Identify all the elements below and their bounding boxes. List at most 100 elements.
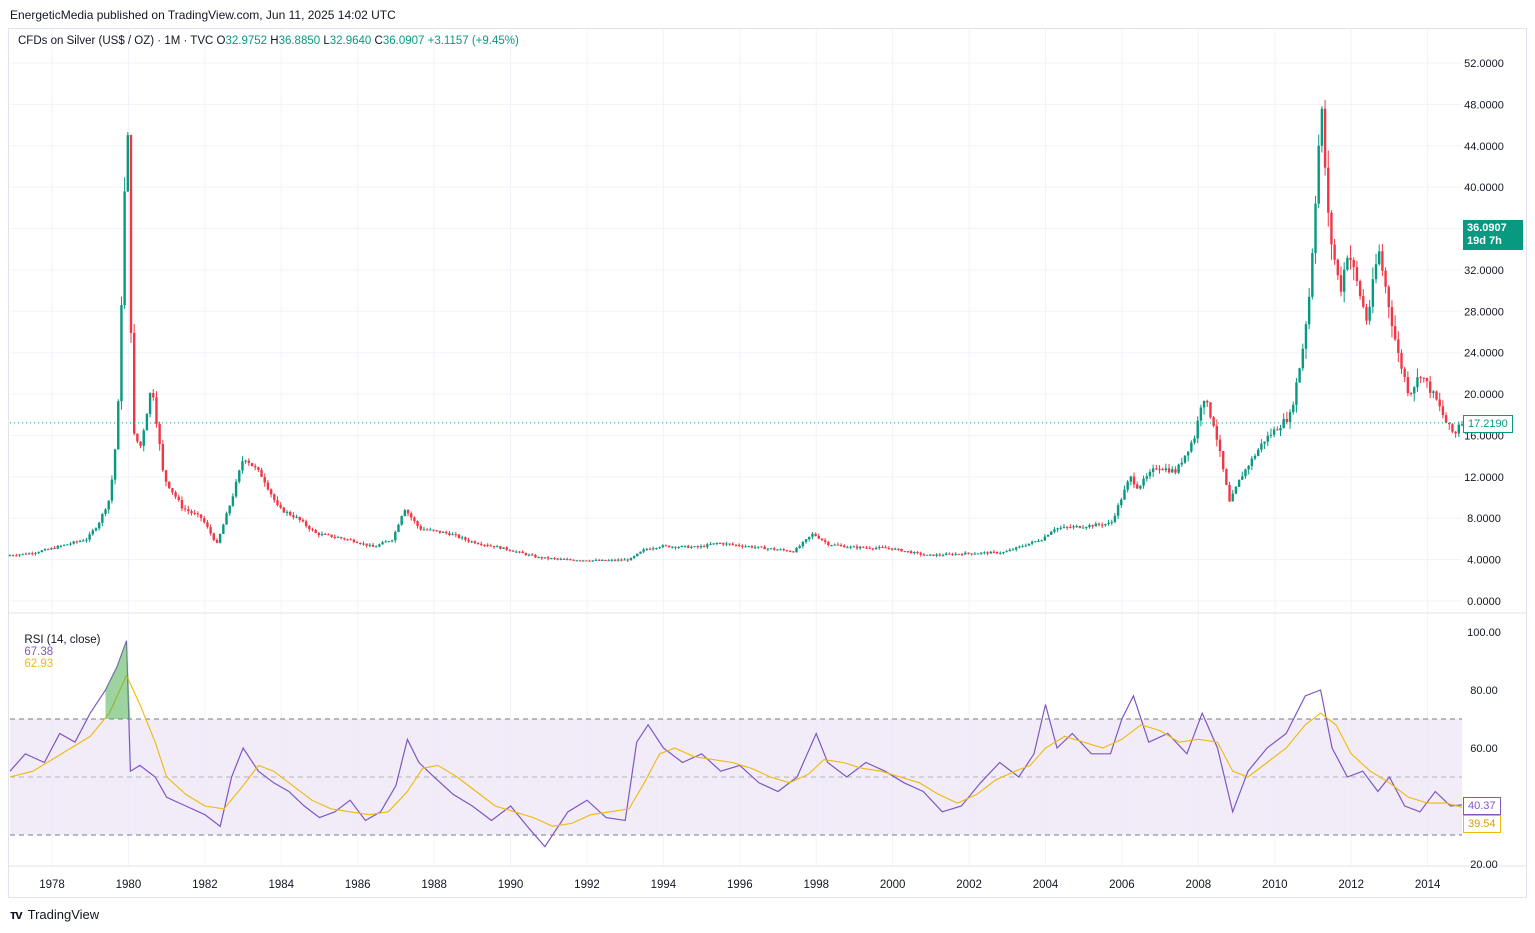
candle-body — [1174, 469, 1177, 473]
candle-body — [1177, 464, 1180, 473]
candle-body — [136, 433, 139, 442]
candle-body — [1136, 484, 1139, 489]
candle-body — [575, 560, 578, 562]
candle-body — [843, 545, 846, 548]
candle-body — [607, 560, 610, 562]
candle-body — [1403, 368, 1406, 378]
candle-body — [174, 492, 177, 497]
candle-body — [1438, 399, 1441, 407]
tradingview-brand[interactable]: ᴛᴠ TradingView — [10, 907, 99, 922]
last-visible-price-tag: 17.2190 — [1463, 415, 1513, 433]
candle-body — [11, 555, 15, 557]
candle-body — [1107, 522, 1110, 525]
candle-body — [91, 530, 94, 535]
candle-body — [1199, 407, 1203, 421]
candle-body — [203, 518, 206, 523]
candle-body — [1065, 526, 1069, 528]
candle-body — [8, 555, 12, 557]
candle-body — [1155, 468, 1158, 470]
candle-body — [696, 546, 699, 548]
candle-body — [183, 508, 187, 510]
candle-body — [1362, 296, 1365, 307]
candle-body — [811, 533, 814, 537]
time-axis-tick: 2000 — [880, 879, 906, 891]
candle-body — [464, 537, 467, 540]
candle-body — [511, 550, 515, 552]
candle-body — [578, 560, 582, 562]
candle-body — [610, 559, 614, 561]
candle-body — [492, 545, 496, 548]
candle-body — [906, 551, 910, 553]
candle-body — [648, 548, 652, 550]
candle-body — [588, 560, 591, 562]
candle-body — [1416, 377, 1419, 388]
candle-body — [368, 544, 372, 546]
candle-body — [253, 466, 257, 468]
time-axis-tick: 1986 — [345, 879, 371, 891]
candle-body — [228, 505, 231, 514]
time-axis-tick: 2008 — [1186, 879, 1212, 891]
candle-body — [1021, 546, 1024, 548]
candle-body — [1018, 546, 1021, 548]
candle-body — [616, 559, 620, 561]
candle-body — [731, 543, 735, 545]
candle-body — [359, 542, 362, 544]
price-axis-tick: 48.0000 — [1464, 99, 1504, 111]
candle-body — [244, 460, 247, 462]
candle-body — [839, 545, 843, 547]
candle-body — [591, 560, 594, 562]
candle-body — [117, 401, 120, 450]
time-axis-tick: 2002 — [956, 879, 982, 891]
candle-body — [992, 551, 996, 553]
candle-body — [1024, 545, 1027, 547]
candle-body — [330, 534, 333, 537]
candle-body — [986, 552, 989, 554]
symbol-label[interactable]: CFDs on Silver (US$ / OZ) · 1M · TVC — [18, 35, 214, 47]
candle-body — [1419, 377, 1422, 379]
candle-body — [830, 545, 833, 547]
candle-body — [1059, 527, 1062, 529]
candle-body — [1078, 526, 1082, 528]
time-axis-tick: 1992 — [574, 879, 600, 891]
candle-body — [346, 539, 349, 541]
candle-body — [1304, 324, 1308, 349]
time-axis-tick: 2006 — [1109, 879, 1135, 891]
candle-body — [499, 546, 502, 549]
candle-body — [320, 534, 324, 536]
candle-body — [1225, 469, 1228, 485]
candle-body — [1183, 455, 1187, 463]
candle-body — [518, 551, 521, 553]
candle-body — [566, 559, 569, 561]
candle-body — [400, 516, 403, 525]
candle-body — [1272, 429, 1276, 435]
candle-body — [387, 541, 391, 543]
candle-body — [448, 533, 451, 535]
rsi-band — [10, 718, 1462, 836]
candle-body — [1269, 434, 1273, 436]
candle-body — [553, 558, 556, 560]
candle-body — [279, 505, 282, 508]
candle-body — [263, 476, 266, 483]
candle-body — [266, 482, 270, 490]
candle-body — [524, 553, 528, 555]
time-axis-tick: 1982 — [192, 879, 218, 891]
candle-body — [1167, 468, 1171, 473]
candle-body — [343, 538, 346, 540]
candle-body — [394, 531, 397, 541]
candle-body — [750, 546, 754, 548]
candle-body — [1441, 406, 1445, 416]
candle-body — [378, 544, 381, 547]
candle-body — [1129, 476, 1133, 482]
candle-body — [1069, 527, 1072, 529]
rsi-label[interactable]: RSI (14, close) — [24, 634, 101, 646]
candle-body — [101, 513, 104, 523]
candle-body — [1444, 415, 1448, 423]
candle-body — [734, 544, 738, 546]
candle-body — [1397, 339, 1400, 353]
candle-body — [699, 546, 703, 548]
candle-body — [855, 546, 859, 549]
rsi-axis-tick: 100.00 — [1467, 627, 1501, 639]
candle-body — [218, 533, 222, 543]
candle-body — [53, 548, 56, 550]
